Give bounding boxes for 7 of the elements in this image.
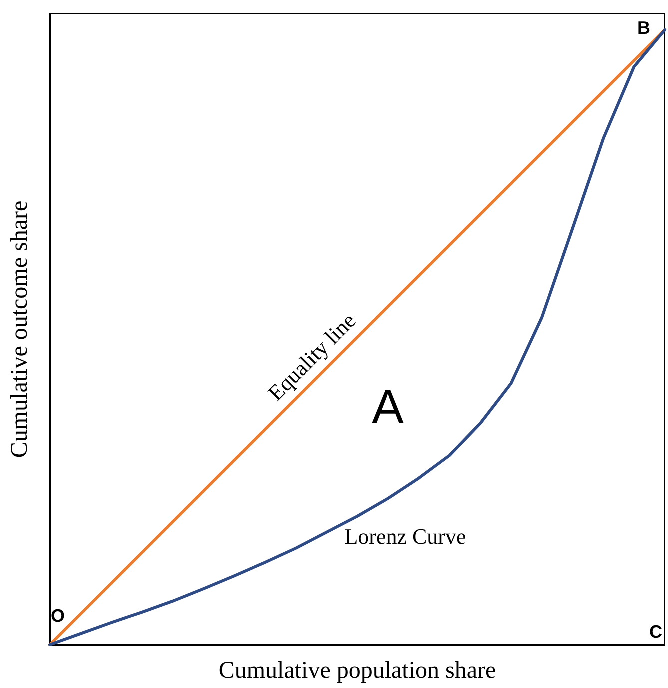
annotation: O [50,606,66,626]
annotation: B [638,18,650,38]
x-axis-title: Cumulative population share [218,658,496,684]
annotation: A [372,382,404,434]
annotation: C [650,622,662,642]
y-axis-title: Cumulative outcome share [7,200,33,458]
series-label: Lorenz Curve [344,524,466,549]
